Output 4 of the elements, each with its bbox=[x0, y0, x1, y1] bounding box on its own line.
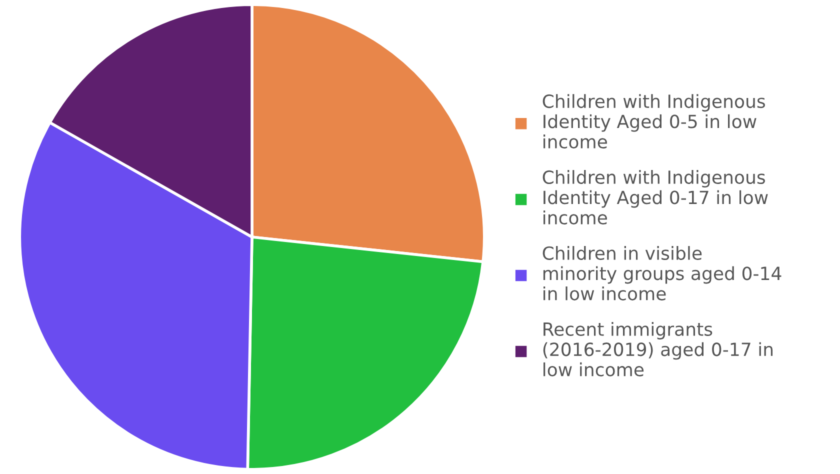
legend-label: Children in visible minority groups aged 0-14 in low income bbox=[542, 246, 782, 300]
legend-label: Children with Indigenous Identity Aged 0-5 in low income bbox=[542, 94, 765, 149]
legend-label: Recent immigrants (2016-2019) aged 0-17 in low income bbox=[543, 322, 773, 376]
legend-label: Children with Indigenous Identity Aged 0-17 in low income bbox=[542, 170, 768, 224]
